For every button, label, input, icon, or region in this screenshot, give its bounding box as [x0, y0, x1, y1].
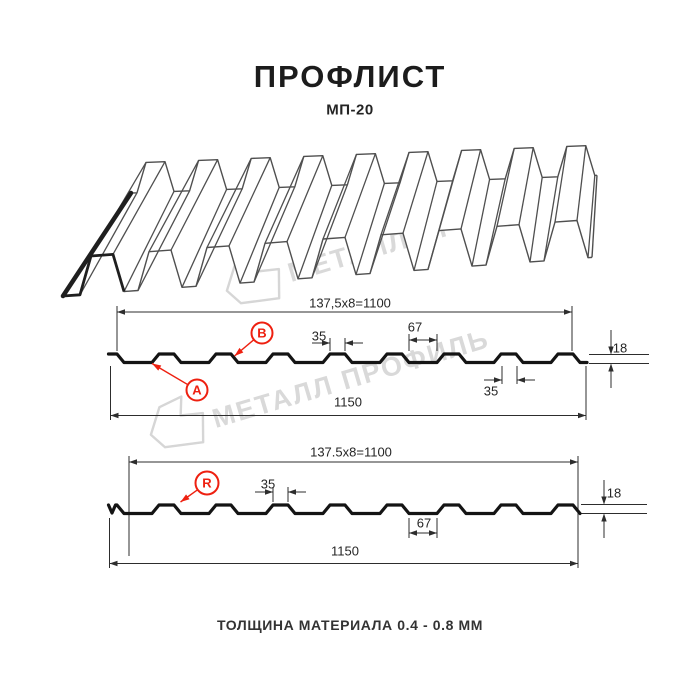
thickness-note: ТОЛЩИНА МАТЕРИАЛА 0.4 - 0.8 ММ [216, 617, 484, 633]
dim-label-crest-35: 35 [311, 328, 327, 344]
leader-callout [151, 362, 209, 402]
watermark-brand-text: МЕТАЛЛ ПРОФИЛЬ [209, 323, 493, 433]
cross-section-2 [106, 456, 647, 568]
dim-label-valley-67-2: 67 [416, 515, 432, 531]
metall-profil-logo-icon [149, 395, 205, 449]
point-label-a: A [192, 382, 202, 398]
dim-label-crest-35-2: 35 [260, 476, 276, 492]
profile-outline [106, 352, 589, 365]
page-title: ПРОФЛИСТ [253, 59, 447, 94]
profile-outline [106, 503, 582, 516]
cross-section-1 [106, 306, 649, 420]
dim-label-module-bottom: 137.5x8=1100 [310, 444, 392, 460]
leader-callout [234, 321, 274, 357]
dim-label-bottom-35: 35 [483, 383, 499, 399]
profile-code: МП-20 [326, 101, 374, 119]
point-label-r: R [202, 475, 212, 491]
dim-label-module-top: 137,5x8=1100 [309, 295, 391, 311]
dim-label-total-1150: 1150 [334, 394, 362, 410]
dim-label-total-1150-2: 1150 [331, 543, 359, 559]
dim-label-valley-67: 67 [407, 319, 423, 335]
dim-label-height-18-2: 18 [606, 485, 622, 501]
point-label-b: B [257, 325, 267, 341]
dim-label-height-18: 18 [612, 340, 628, 356]
leader-callout [180, 470, 220, 503]
sheet-3d-perspective-drawing [60, 145, 598, 299]
